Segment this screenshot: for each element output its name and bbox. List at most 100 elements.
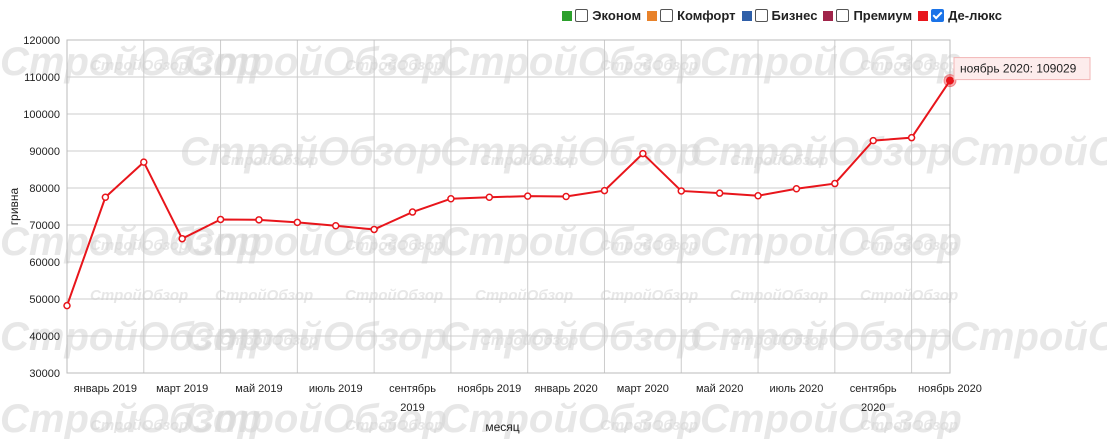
y-tick-label: 80000 <box>29 183 60 195</box>
y-tick-label: 50000 <box>29 294 60 306</box>
watermark: СтройОбзор <box>700 220 962 264</box>
watermark: СтройОбзор <box>185 397 447 439</box>
legend-item-3[interactable]: Премиум <box>823 8 912 23</box>
data-point <box>792 184 801 193</box>
legend-label: Де-люкс <box>948 8 1002 23</box>
watermark: СтройОбзор <box>950 130 1107 174</box>
x-axis-label: месяц <box>485 420 519 434</box>
legend-item-0[interactable]: Эконом <box>562 8 641 23</box>
plot-frame <box>66 39 951 374</box>
watermark: СтройОбзор <box>730 287 828 304</box>
data-point <box>562 192 570 201</box>
data-point <box>140 158 148 166</box>
watermark: СтройОбзор <box>475 287 573 304</box>
watermark: СтройОбзор <box>0 397 262 439</box>
legend-item-1[interactable]: Комфорт <box>647 8 736 23</box>
x-tick-label: май 2020 <box>696 383 743 395</box>
x-tick-label: март 2020 <box>617 383 669 395</box>
tooltip-text: ноябрь 2020: 109029 <box>960 62 1077 76</box>
data-point <box>639 149 647 158</box>
data-point <box>869 136 877 145</box>
y-tick-label: 90000 <box>29 146 60 158</box>
x-tick-label: май 2019 <box>235 383 282 395</box>
watermark: СтройОбзор <box>480 332 578 349</box>
watermark: СтройОбзор <box>600 237 698 254</box>
legend-swatch <box>823 10 834 21</box>
legend-label: Комфорт <box>677 8 736 23</box>
data-point <box>255 216 263 224</box>
data-point <box>523 192 532 200</box>
watermark: СтройОбзор <box>180 130 442 174</box>
x-tick-label: 2019 <box>400 402 424 414</box>
legend-label: Эконом <box>592 8 642 23</box>
data-point <box>715 189 724 197</box>
data-point <box>447 194 455 203</box>
data-point <box>907 133 916 142</box>
watermark: СтройОбзор <box>345 57 443 74</box>
watermark: СтройОбзор <box>600 57 698 74</box>
watermark: СтройОбзор <box>600 417 698 434</box>
watermark: СтройОбзор <box>220 152 318 169</box>
watermark: СтройОбзор <box>215 287 313 304</box>
legend-label: Премиум <box>853 8 913 23</box>
legend-checkbox[interactable] <box>931 9 945 22</box>
watermark: СтройОбзор <box>690 315 952 359</box>
watermark: СтройОбзор <box>700 397 962 439</box>
data-point <box>331 221 340 230</box>
watermark: СтройОбзор <box>90 237 188 254</box>
legend-swatch <box>918 10 929 21</box>
legend-swatch <box>647 10 658 21</box>
tooltip-box <box>953 57 1091 81</box>
x-tick-label: январь 2020 <box>534 383 597 395</box>
watermark: СтройОбзор <box>950 315 1107 359</box>
watermark: СтройОбзор <box>90 417 188 434</box>
y-tick-label: 70000 <box>29 220 60 232</box>
watermark: СтройОбзор <box>0 220 262 264</box>
legend-swatch <box>741 10 752 21</box>
data-point <box>408 208 417 216</box>
x-tick-label: июль 2020 <box>770 383 824 395</box>
data-point <box>677 187 686 195</box>
grid <box>66 39 951 374</box>
legend-item-4[interactable]: Де-люкс <box>918 8 1002 23</box>
x-tick-label: ноябрь 2020 <box>918 383 982 395</box>
watermark: СтройОбзор <box>0 315 262 359</box>
watermark: СтройОбзор <box>440 397 702 439</box>
y-tick-label: 60000 <box>29 257 60 269</box>
x-tick-label: июль 2019 <box>309 383 363 395</box>
x-tick-label: 2020 <box>861 402 885 414</box>
legend-checkbox[interactable] <box>660 9 674 22</box>
legend-checkbox[interactable] <box>836 9 850 22</box>
watermark: СтройОбзор <box>860 237 958 254</box>
data-point <box>831 179 839 188</box>
legend-item-2[interactable]: Бизнес <box>741 8 818 23</box>
legend-checkbox[interactable] <box>575 9 589 22</box>
tooltip: ноябрь 2020: 109029 <box>953 57 1091 81</box>
watermark: СтройОбзор <box>345 237 443 254</box>
watermark: СтройОбзор <box>345 287 443 304</box>
watermark: СтройОбзор <box>440 220 702 264</box>
data-point <box>63 301 71 310</box>
x-tick-label: ноябрь 2019 <box>457 383 521 395</box>
data-point <box>178 234 186 243</box>
series-line-0 <box>66 80 951 306</box>
data-point <box>485 193 494 201</box>
data-point <box>293 218 302 227</box>
y-tick-label: 100000 <box>23 109 60 121</box>
legend-label: Бизнес <box>771 8 818 23</box>
chart-legend: Эконом Комфорт Бизнес Премиум Де-люкс <box>556 8 1002 23</box>
y-tick-label: 120000 <box>23 35 60 47</box>
watermark: СтройОбзор <box>185 315 447 359</box>
watermark: СтройОбзор <box>480 152 578 169</box>
watermark: СтройОбзор <box>730 152 828 169</box>
data-point <box>370 225 378 234</box>
data-point <box>754 192 762 200</box>
legend-checkbox[interactable] <box>754 9 768 22</box>
x-tick-label: январь 2019 <box>74 383 137 395</box>
watermark: СтройОбзор <box>860 287 958 304</box>
watermark: СтройОбзор <box>90 287 188 304</box>
watermark: СтройОбзор <box>600 287 698 304</box>
watermark: СтройОбзор <box>860 417 958 434</box>
watermark-layer: СтройОбзор СтройОбзор СтройОбзор СтройОбзор… <box>0 40 1107 439</box>
